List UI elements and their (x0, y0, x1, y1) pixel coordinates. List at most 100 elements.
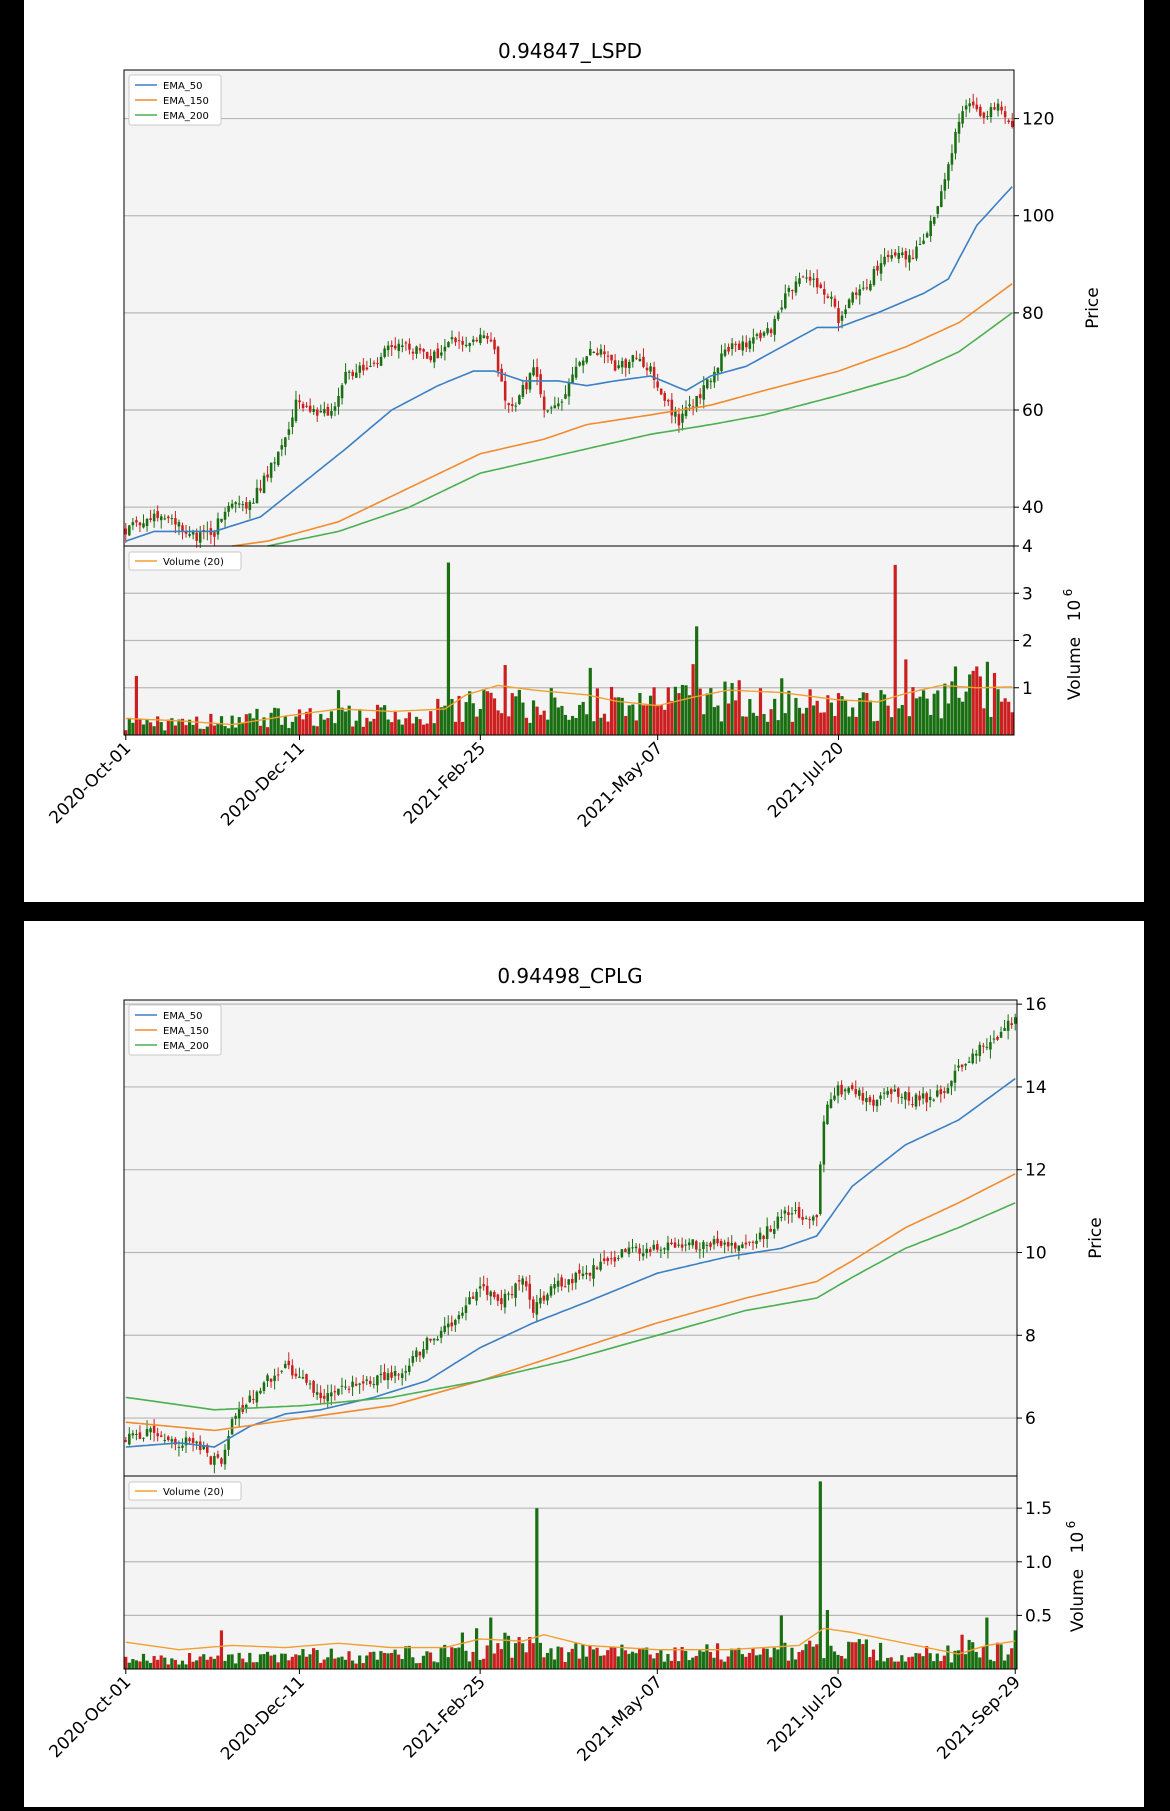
volume-bar (407, 712, 412, 735)
candle-body (989, 1042, 992, 1050)
candle-body (159, 516, 163, 521)
candle-body (968, 103, 971, 107)
candle-body (429, 355, 432, 361)
candle-body (720, 353, 723, 372)
candle-body (794, 281, 798, 293)
volume-bar (858, 698, 862, 735)
volume-bar (524, 717, 529, 735)
candle-body (266, 1375, 269, 1381)
volume-bar (521, 1643, 525, 1669)
candle-body (897, 1088, 900, 1097)
candle-body (751, 1241, 755, 1243)
volume-bar (326, 1657, 330, 1669)
volume-bar (492, 698, 497, 735)
candle-body (128, 525, 131, 536)
candle-body (673, 1242, 677, 1248)
volume-bar (716, 705, 720, 735)
candle-body (791, 290, 794, 292)
candle-body (283, 1363, 287, 1369)
volume-bar (340, 1656, 344, 1669)
volume-bar (226, 1654, 231, 1669)
volume-bar (794, 698, 798, 735)
candle-body (436, 1338, 439, 1341)
volume-bar (776, 1649, 780, 1669)
volume-bar (971, 1642, 975, 1669)
volume-bar (936, 690, 940, 735)
volume-bar (897, 708, 901, 735)
volume-bar (864, 1639, 868, 1669)
candle-body (925, 233, 929, 238)
candle-body (479, 334, 482, 344)
volume-bar (783, 713, 787, 735)
volume-bar (833, 715, 837, 735)
candle-body (252, 502, 255, 504)
candle-body (177, 1446, 181, 1448)
candle-body (762, 332, 766, 336)
volume-bar (765, 1648, 769, 1669)
candle-body (471, 1296, 475, 1299)
candle-body (794, 1209, 797, 1211)
volume-bar (659, 704, 663, 735)
candle-body (496, 1294, 500, 1301)
volume-bar (205, 1659, 209, 1669)
candle-body (206, 1444, 209, 1453)
candle-body (230, 503, 234, 508)
volume-bar (592, 721, 596, 735)
volume-bar (591, 1649, 596, 1669)
chart-card-cplg: 0.94498_CPLG 6 8 10 12 14 16 Price 0.5 1.0 1.5 Vol… (24, 921, 1144, 1807)
volume-bar (673, 1647, 677, 1669)
legend-label: EMA_50 (163, 81, 203, 92)
volume-bar (829, 702, 833, 735)
volume-bar (914, 698, 919, 735)
candle-body (602, 1258, 606, 1261)
volume-bar (290, 1656, 294, 1669)
candle-body (298, 1376, 301, 1378)
volume-bar (219, 716, 224, 735)
candle-body (188, 1438, 191, 1442)
volume-bar (258, 725, 263, 735)
volume-bar (131, 722, 135, 735)
candle-body (663, 1248, 666, 1250)
volume-bar (638, 1647, 642, 1669)
x-tick-label: 2021-Feb-25 (400, 1672, 490, 1762)
candle-body (723, 1242, 726, 1245)
volume-bar (925, 1646, 929, 1669)
candle-body (656, 381, 659, 388)
volume-bar (808, 1640, 812, 1669)
volume-bar (985, 1617, 989, 1669)
volume-bar (457, 1647, 461, 1669)
candle-body (776, 312, 780, 320)
candle-body (475, 339, 479, 342)
volume-bar (613, 1647, 617, 1669)
candle-body (978, 1044, 982, 1056)
volume-bar (248, 713, 252, 735)
volume-bar (499, 1649, 503, 1669)
volume-bar (793, 1659, 798, 1669)
candle-body (922, 240, 925, 244)
volume-bar (542, 710, 546, 735)
volume-bar (450, 1647, 454, 1669)
volume-bar (513, 1643, 518, 1669)
volume-bar (606, 1650, 610, 1669)
candle-body (1003, 1028, 1006, 1031)
price-tick-label: 120 (1022, 110, 1054, 130)
candle-body (337, 1388, 340, 1395)
candle-body (737, 343, 741, 350)
volume-axis-label: Volume (1065, 637, 1085, 700)
candle-body (674, 410, 677, 417)
candle-body (595, 1267, 599, 1270)
volume-bar (234, 1663, 238, 1669)
volume-bar (223, 726, 227, 735)
candle-body (1007, 120, 1010, 123)
candle-body (737, 1245, 741, 1251)
volume-bar (910, 1656, 915, 1669)
candle-body (287, 429, 291, 435)
candle-body (606, 1258, 609, 1262)
volume-bar (315, 1650, 319, 1669)
volume-bar (450, 698, 454, 735)
volume-bar (918, 696, 922, 735)
candle-body (245, 502, 248, 509)
candle-body (365, 367, 369, 370)
volume-bar (613, 697, 617, 735)
volume-bar (467, 1661, 472, 1669)
